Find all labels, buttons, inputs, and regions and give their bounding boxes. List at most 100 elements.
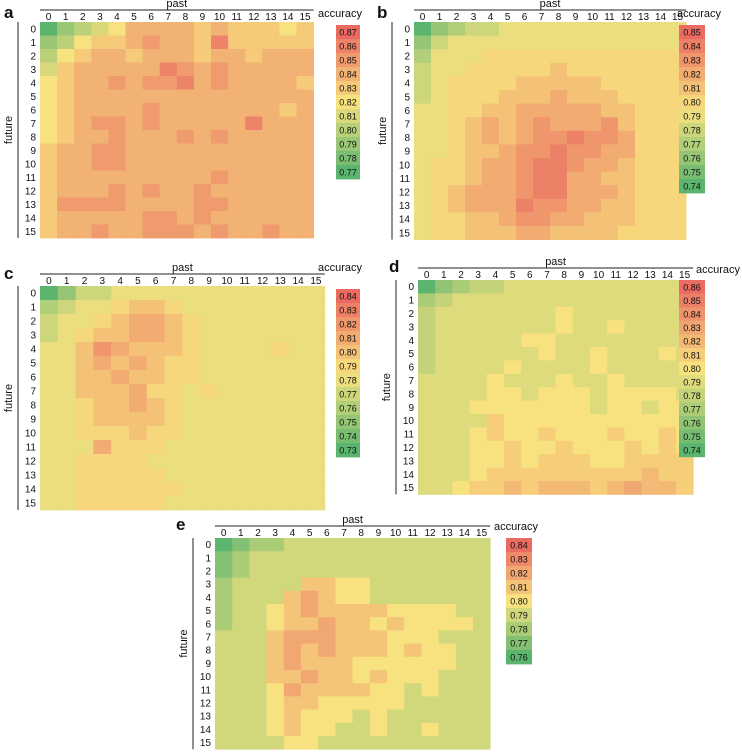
heatmap-cell xyxy=(75,496,94,511)
heatmap-cell xyxy=(538,373,556,388)
heatmap-cell xyxy=(431,171,449,186)
heatmap-cell xyxy=(129,496,148,511)
heatmap-cell xyxy=(635,35,653,50)
heatmap-cell xyxy=(266,617,285,631)
x-tick-label: 2 xyxy=(255,528,261,539)
heatmap-cell xyxy=(245,130,263,144)
heatmap-cell xyxy=(289,356,308,371)
x-tick-label: 1 xyxy=(238,528,244,539)
heatmap-cell xyxy=(307,454,326,469)
heatmap-cell xyxy=(652,185,670,200)
heatmap-cell xyxy=(550,144,568,159)
heatmap-cell xyxy=(307,468,326,483)
heatmap-cell xyxy=(235,440,254,455)
heatmap-cell xyxy=(658,440,677,455)
heatmap-cell xyxy=(590,467,608,482)
y-tick-label: 4 xyxy=(408,336,414,347)
heatmap-cell xyxy=(482,103,500,118)
heatmap-cell xyxy=(618,22,636,36)
heatmap-cell xyxy=(164,440,183,455)
legend-swatch xyxy=(506,622,532,637)
legend-tick-label: 0.85 xyxy=(683,296,701,306)
heatmap-cell xyxy=(235,286,254,301)
heatmap-cell xyxy=(486,427,505,442)
heatmap-cell xyxy=(129,370,148,385)
heatmap-cell xyxy=(607,373,625,388)
y-tick-label: 6 xyxy=(408,363,414,374)
heatmap-cell xyxy=(421,709,439,724)
heatmap-cell xyxy=(129,398,148,413)
heatmap-cell xyxy=(211,62,229,77)
heatmap-cell xyxy=(448,62,466,77)
heatmap-cell xyxy=(301,709,319,724)
heatmap-cell xyxy=(111,370,130,385)
heatmap-cell xyxy=(584,22,602,36)
x-tick-label: 1 xyxy=(437,12,443,23)
heatmap-cell xyxy=(404,630,422,644)
legend-swatch xyxy=(679,388,705,403)
heatmap-cell xyxy=(211,130,229,144)
heatmap-cell xyxy=(465,62,483,77)
x-tick-label: 7 xyxy=(165,12,171,23)
heatmap-cell xyxy=(40,370,59,385)
heatmap-cell xyxy=(307,426,326,441)
heatmap-cell xyxy=(91,211,109,225)
heatmap-cell xyxy=(607,387,625,401)
heatmap-cell xyxy=(111,496,130,511)
heatmap-cell xyxy=(624,293,642,308)
heatmap-cell xyxy=(635,130,653,145)
heatmap-cell xyxy=(75,328,94,343)
legend-tick-label: 0.79 xyxy=(683,112,701,122)
heatmap-cell xyxy=(572,414,591,428)
heatmap-cell xyxy=(473,617,491,631)
heatmap-cell xyxy=(57,412,76,427)
heatmap-cell xyxy=(211,211,229,225)
heatmap-cell xyxy=(159,211,178,225)
legend-swatch xyxy=(679,39,705,54)
heatmap-cell xyxy=(414,49,432,64)
heatmap-cell xyxy=(414,185,432,200)
heatmap-cell xyxy=(301,630,319,644)
heatmap-cell xyxy=(641,427,660,442)
heatmap-cell xyxy=(469,360,488,375)
heatmap-cell xyxy=(176,130,195,144)
heatmap-cell xyxy=(159,89,178,104)
heatmap-cell xyxy=(414,103,432,118)
heatmap-cell xyxy=(335,617,353,631)
heatmap-cell xyxy=(555,467,574,482)
heatmap-cell xyxy=(421,617,439,631)
heatmap-cell xyxy=(555,414,574,428)
heatmap-cell xyxy=(200,454,219,469)
heatmap-cell xyxy=(550,76,568,91)
y-tick-label: 11 xyxy=(400,174,411,185)
heatmap-cell xyxy=(262,143,280,158)
heatmap-cell xyxy=(142,184,161,198)
heatmap-cell xyxy=(404,709,422,724)
y-tick-label: 3 xyxy=(404,65,410,76)
heatmap-cell xyxy=(74,130,92,144)
heatmap-cell xyxy=(431,76,449,91)
x-tick-label: 2 xyxy=(82,276,88,287)
heatmap-cell xyxy=(438,643,457,658)
heatmap-cell xyxy=(567,49,585,64)
heatmap-cell xyxy=(182,342,201,357)
x-tick-label: 10 xyxy=(390,528,402,539)
heatmap-cell xyxy=(176,35,195,50)
heatmap-cell xyxy=(279,116,297,131)
legend-tick-label: 0.73 xyxy=(339,446,357,456)
x-tick-label: 13 xyxy=(442,528,454,539)
heatmap-cell xyxy=(249,722,267,737)
heatmap-cell xyxy=(57,170,75,185)
heatmap-cell xyxy=(555,481,574,495)
heatmap-cell xyxy=(516,22,534,36)
x-tick-label: 0 xyxy=(46,12,52,23)
heatmap-cell xyxy=(590,373,608,388)
heatmap-cell xyxy=(652,76,670,91)
heatmap-cell xyxy=(271,286,290,301)
heatmap-cell xyxy=(652,158,670,172)
heatmap-cell xyxy=(307,356,326,371)
heatmap-cell xyxy=(283,696,302,710)
heatmap-cell xyxy=(289,496,308,511)
heatmap-cell xyxy=(618,144,636,159)
x-tick-label: 8 xyxy=(556,12,562,23)
